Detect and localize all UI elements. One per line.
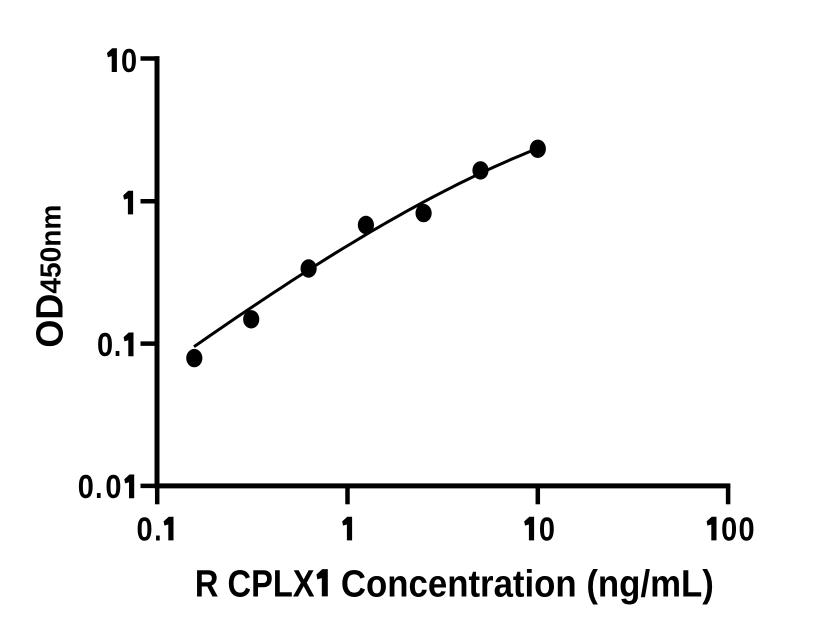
svg-text:R CPLX: R CPLX — [195, 563, 315, 605]
svg-text:.: . — [154, 510, 161, 547]
svg-text:450nm: 450nm — [35, 205, 67, 294]
svg-text:.: . — [95, 468, 102, 505]
svg-text:0: 0 — [78, 468, 94, 505]
svg-text:0: 0 — [539, 510, 555, 547]
svg-text:Concentration (ng/mL): Concentration (ng/mL) — [331, 563, 714, 605]
svg-text:0: 0 — [721, 510, 737, 547]
svg-text:0: 0 — [739, 510, 755, 547]
svg-text:0: 0 — [121, 42, 137, 79]
svg-text:0: 0 — [136, 510, 152, 547]
svg-text:0: 0 — [105, 468, 121, 505]
svg-text:.: . — [114, 326, 121, 363]
svg-text:OD: OD — [29, 294, 71, 348]
svg-text:0: 0 — [97, 326, 113, 363]
